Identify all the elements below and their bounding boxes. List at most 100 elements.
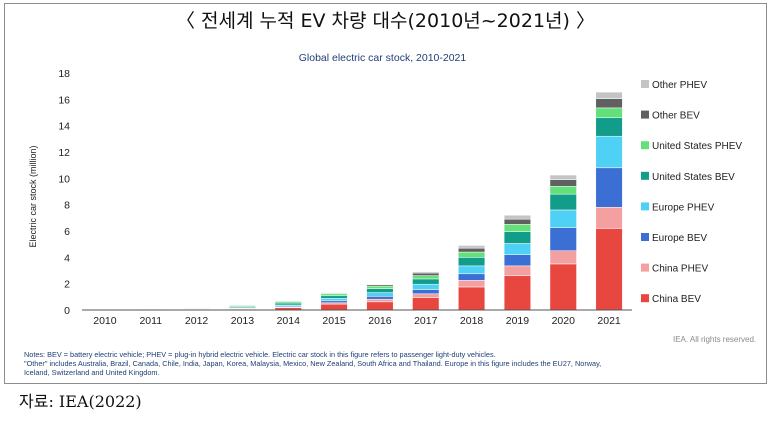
bar-segment [595, 207, 623, 229]
legend-swatch [641, 233, 649, 241]
rights-notice: IEA. All rights reserved. [673, 335, 757, 344]
y-tick-label: 2 [64, 279, 70, 291]
bar-segment [412, 297, 440, 311]
bar-segment [458, 273, 486, 281]
bar-segment [503, 214, 531, 220]
chart-notes: Notes: BEV = battery electric vehicle; P… [24, 350, 764, 377]
bar-segment [412, 278, 440, 285]
bar-segment [412, 275, 440, 280]
bar-segment [366, 296, 394, 300]
legend-label: Other BEV [652, 111, 700, 122]
bar-segment [549, 263, 577, 311]
y-tick-label: 14 [58, 121, 70, 133]
legend-label: China BEV [652, 294, 701, 305]
source-caption: 자료: IEA(2022) [19, 392, 142, 411]
legend-swatch [641, 141, 649, 150]
bar-segment [595, 228, 623, 311]
bar-segment [320, 298, 348, 302]
y-tick-label: 4 [64, 252, 70, 264]
bar-segment [458, 247, 486, 253]
legend-label: United States BEV [652, 172, 735, 183]
bar-segment [412, 271, 440, 274]
bar-segment [366, 285, 394, 289]
bar-segment [458, 286, 486, 311]
bar-segment [412, 293, 440, 298]
legend-label: Other PHEV [652, 80, 707, 91]
x-tick-label: 2019 [506, 315, 530, 327]
legend-swatch [641, 263, 649, 272]
bar-segment [320, 293, 348, 297]
legend-label: United States PHEV [652, 141, 742, 152]
bar-segment [412, 289, 440, 295]
bar-segment [503, 275, 531, 311]
bar-segment [458, 280, 486, 288]
notes-line-1: Notes: BEV = battery electric vehicle; P… [24, 350, 496, 359]
bar-segment [320, 300, 348, 304]
x-tick-label: 2012 [185, 315, 209, 327]
bar-segment [595, 167, 623, 208]
bar-segment [183, 307, 211, 309]
bar-segment [458, 251, 486, 258]
chart-title: Global electric car stock, 2010-2021 [298, 52, 467, 64]
x-tick-label: 2016 [368, 315, 392, 327]
legend-swatch [641, 202, 649, 211]
page-title: 〈 전세계 누적 EV 차량 대수(2010년~2021년) 〉 [176, 10, 595, 32]
bar-segment [549, 209, 577, 228]
y-tick-label: 16 [58, 94, 70, 106]
bar-segment [595, 135, 623, 169]
bar-segment [320, 303, 348, 311]
bar-segment [549, 185, 577, 195]
bar-segment [595, 107, 623, 119]
legend-swatch [641, 80, 649, 88]
bar-segment [366, 292, 394, 297]
bar-segment [458, 245, 486, 249]
bar-segment [366, 301, 394, 311]
bar-segment [274, 302, 302, 306]
x-tick-label: 2017 [414, 315, 438, 327]
x-tick-label: 2010 [93, 315, 117, 327]
legend-swatch [641, 294, 649, 303]
y-tick-label: 8 [64, 200, 70, 212]
y-tick-label: 6 [64, 226, 70, 238]
bar-segment [366, 288, 394, 293]
x-tick-label: 2018 [460, 315, 484, 327]
bar-segment [503, 218, 531, 225]
bar-segment [503, 265, 531, 277]
bar-segment [549, 250, 577, 265]
bar-segment [366, 283, 394, 285]
notes-line-2: "Other" includes Australia, Brazil, Cana… [24, 359, 602, 368]
legend-swatch [641, 110, 649, 119]
legend-label: Europe BEV [652, 233, 707, 244]
bar-segment [503, 243, 531, 255]
x-tick-label: 2013 [231, 315, 255, 327]
legend-label: Europe PHEV [652, 202, 715, 213]
bar-segment [503, 224, 531, 232]
x-tick-label: 2011 [139, 315, 162, 327]
bar-segment [228, 304, 256, 306]
y-axis-label: Electric car stock (million) [28, 145, 38, 247]
y-tick-label: 0 [64, 305, 70, 317]
notes-line-3: Iceland, Switzerland and United Kingdom. [24, 368, 160, 377]
x-tick-label: 2014 [277, 315, 301, 327]
bar-segment [595, 98, 623, 109]
x-tick-label: 2020 [552, 315, 576, 327]
bar-segment [412, 283, 440, 290]
legend-label: China PHEV [652, 264, 708, 275]
bar-segment [549, 174, 577, 180]
bar-segment [366, 298, 394, 303]
bar-segment [412, 272, 440, 276]
bar-segment [320, 292, 348, 294]
bar-segment [458, 265, 486, 275]
bar-segment [549, 179, 577, 187]
bar-segment [503, 254, 531, 267]
bar-segment [549, 227, 577, 251]
y-tick-label: 12 [58, 147, 70, 159]
y-tick-label: 10 [58, 173, 70, 185]
y-tick-label: 18 [58, 68, 70, 80]
bar-segment [549, 193, 577, 211]
bar-segment [274, 300, 302, 302]
bar-segment [595, 117, 623, 137]
x-tick-label: 2021 [597, 315, 621, 327]
bar-segment [320, 295, 348, 299]
